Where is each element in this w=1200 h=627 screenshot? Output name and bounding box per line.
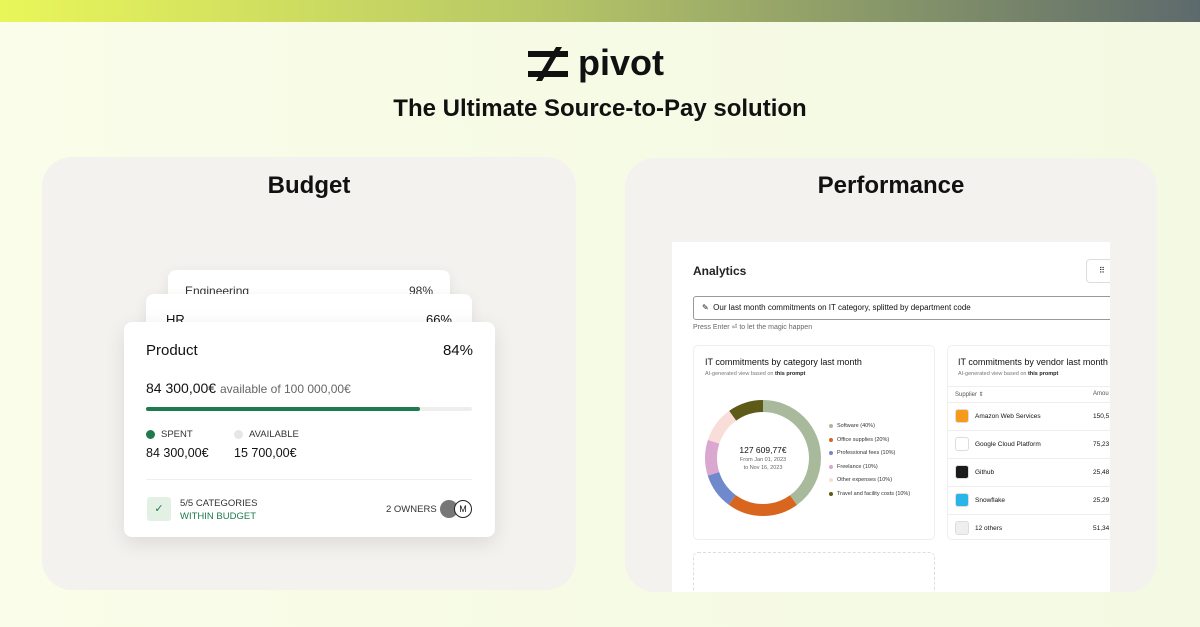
vendor-icon — [955, 465, 969, 479]
hint: Press Enter ⏎ to let the magic happen — [693, 324, 813, 331]
analytics-screen: Analytics ⠿ ✎ Our last month commitments… — [672, 242, 1110, 592]
vendor-icon — [955, 493, 969, 507]
legend-dot — [146, 430, 155, 439]
legend-dot — [829, 424, 833, 428]
prompt-box[interactable]: ✎ Our last month commitments on IT categ… — [693, 296, 1110, 320]
vendor-amount: 150,5 — [1093, 413, 1110, 420]
legend-dot — [829, 478, 833, 482]
owners: 2 OWNERS — [386, 504, 437, 515]
vendor-row: 12 others 51,34 — [948, 514, 1110, 542]
vendor-card: IT commitments by vendor last month AI-g… — [947, 345, 1110, 540]
legend-label: Software (40%) — [837, 423, 875, 429]
sub-prefix: AI-generated view based on — [958, 371, 1027, 377]
spent-line: 84 300,00€ available of 100 000,00€ — [146, 380, 351, 396]
vendor-amount: 25,48 — [1093, 469, 1110, 476]
legend-dot — [829, 464, 833, 469]
product-card: Product 84% 84 300,00€ available of 100 … — [124, 322, 495, 537]
vendor-amount: 25,29 — [1093, 497, 1110, 504]
vendor-row: Amazon Web Services 150,5 — [948, 402, 1110, 430]
donut-segment — [705, 400, 821, 516]
table-header: Supplier ⇕ Amou — [948, 386, 1110, 402]
legend-label: AVAILABLE — [249, 429, 299, 440]
donut-chart — [705, 400, 821, 516]
vendor-icon — [955, 521, 969, 535]
sub-prefix: AI-generated view based on — [705, 371, 774, 377]
column-header[interactable]: Supplier ⇕ — [955, 392, 984, 398]
top-bar — [0, 0, 1200, 22]
legend-dot — [829, 451, 833, 455]
vendor-icon — [955, 409, 969, 423]
legend-label: Other expenses (10%) — [837, 477, 893, 483]
column-header: Amou — [1093, 391, 1109, 397]
legend-label: SPENT — [161, 429, 193, 440]
donut-total: 127 609,77€ — [739, 445, 787, 455]
logo-text: pivot — [578, 42, 664, 83]
card-percent: 84% — [442, 342, 473, 359]
donut-segment — [705, 400, 821, 516]
placeholder-card — [693, 552, 935, 592]
legend-amount: 84 300,00€ — [146, 446, 209, 460]
legend-label: Freelance (10%) — [837, 463, 878, 470]
categories: 5/5 CATEGORIES — [180, 498, 258, 509]
vendor-name: Amazon Web Services — [975, 413, 1041, 420]
budget-title: Budget — [267, 172, 351, 199]
card-sub: AI-generated view based on this prompt — [958, 371, 1058, 377]
legend-label: Travel and facility costs (10%) — [837, 490, 911, 497]
avatar: M — [454, 500, 472, 518]
column-label: Supplier — [955, 392, 978, 398]
sub-link[interactable]: this prompt — [775, 371, 806, 377]
card-title: IT commitments by vendor last month — [958, 357, 1108, 367]
vendor-name: Snowflake — [975, 497, 1005, 504]
status: WITHIN BUDGET — [180, 511, 256, 522]
prompt-text: Our last month commitments on IT categor… — [713, 303, 971, 312]
vendor-row: Google Cloud Platform 75,23 — [948, 430, 1110, 458]
vendor-amount: 75,23 — [1093, 441, 1110, 448]
card-sub: AI-generated view based on this prompt — [705, 371, 805, 377]
divider — [146, 479, 472, 480]
vendor-name: 12 others — [975, 525, 1003, 532]
donut-segment — [705, 400, 821, 516]
vendor-icon — [955, 437, 969, 451]
available-text: available of 100 000,00€ — [219, 382, 351, 396]
tagline: The Ultimate Source-to-Pay solution — [393, 95, 807, 122]
legend-label: Office supplies (20%) — [837, 436, 890, 443]
logo-icon — [528, 47, 568, 81]
vendor-name: Google Cloud Platform — [975, 441, 1041, 448]
category-card: IT commitments by category last month AI… — [693, 345, 935, 540]
card-name: Product — [146, 342, 198, 359]
vendor-amount: 51,34 — [1093, 525, 1110, 532]
card-title: IT commitments by category last month — [705, 357, 862, 367]
legend-dot — [234, 430, 243, 439]
legend-dot — [829, 437, 833, 442]
performance-title: Performance — [817, 172, 965, 199]
progress-track — [146, 407, 472, 411]
donut-from: From Jan 01, 2023 — [739, 457, 787, 463]
check-icon: ✓ — [147, 497, 171, 521]
analytics-title: Analytics — [693, 264, 747, 278]
legend-amount: 15 700,00€ — [234, 446, 297, 460]
legend-label: Professional fees (10%) — [837, 450, 896, 456]
progress-bar — [146, 407, 420, 411]
vendor-row: Snowflake 25,29 — [948, 486, 1110, 514]
vendor-name: Github — [975, 469, 995, 476]
legend-dot — [829, 491, 833, 496]
sub-link[interactable]: this prompt — [1028, 371, 1059, 377]
vendor-row: Github 25,48 — [948, 458, 1110, 486]
avatar-photo — [440, 500, 458, 518]
spent-amount: 84 300,00€ — [146, 380, 217, 396]
donut-to: to Nov 16, 2023 — [743, 465, 783, 471]
view-button[interactable]: ⠿ — [1086, 259, 1110, 283]
